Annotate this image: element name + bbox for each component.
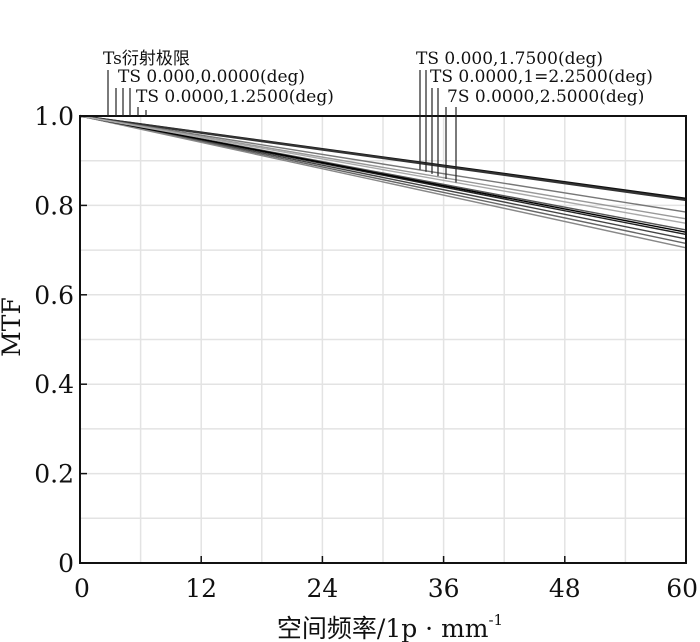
series-line [79, 115, 687, 220]
x-tick-label: 48 [549, 574, 581, 603]
series-line [79, 115, 687, 213]
series-line [79, 114, 687, 202]
series-line [79, 115, 687, 249]
legend-entry: TS 0.0000,1.2500(deg) [136, 87, 334, 107]
x-tick-label: 0 [74, 574, 90, 603]
y-axis-title: MTF [0, 297, 26, 357]
plot-frame [79, 115, 687, 564]
series-line [79, 115, 687, 224]
grid [79, 115, 687, 563]
x-tick-label: 60 [666, 574, 698, 603]
y-tick-label: 0.8 [34, 191, 74, 220]
x-axis-title: 空间频率/1p · mm-1 [277, 611, 503, 642]
series-lines [79, 114, 687, 249]
x-tick-label: 12 [185, 574, 217, 603]
legend-entry: TS 0.000,0.0000(deg) [118, 67, 305, 87]
y-tick-label: 0.6 [34, 281, 74, 310]
legend-entry: TS 0.0000,1=2.2500(deg) [430, 67, 653, 87]
x-axis-title-main: 空间频率/1p · mm [277, 614, 489, 642]
y-tick-label: 0.4 [34, 370, 74, 399]
legend-entry: 7S 0.0000,2.5000(deg) [447, 87, 644, 107]
x-axis-title-superscript: -1 [488, 611, 503, 629]
series-line [79, 115, 687, 240]
x-tick-label: 36 [428, 574, 460, 603]
series-line [79, 115, 687, 233]
legend-entry: TS 0.000,1.7500(deg) [416, 49, 603, 69]
y-tick-label: 0 [58, 549, 74, 578]
y-tick-label: 0.2 [34, 460, 74, 489]
x-tick-label: 24 [306, 574, 338, 603]
legend-entry: Ts衍射极限 [103, 49, 190, 69]
axis-ticks: 0 12 24 36 48 60 0 0.2 0.4 0.6 0.8 1.0 [34, 102, 698, 603]
series-line [79, 115, 687, 245]
y-tick-label: 1.0 [34, 102, 74, 131]
